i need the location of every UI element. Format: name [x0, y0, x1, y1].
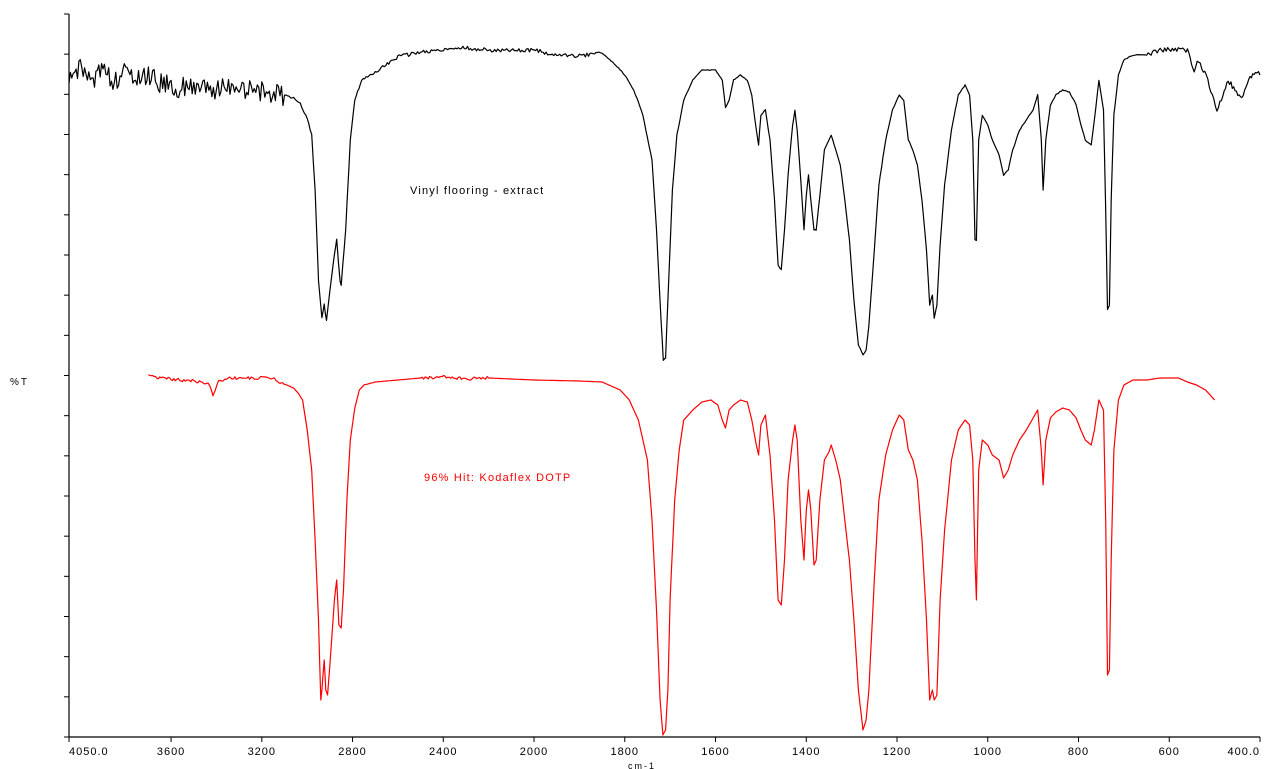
x-tick-label: 600 — [1159, 746, 1180, 758]
x-tick-label: 1400 — [792, 746, 820, 758]
x-axis-tick-labels: 4050.0 3600 3200 2800 2400 2000 1800 1600 1400 12… — [69, 746, 1260, 758]
x-axis-ticks — [68, 737, 1261, 742]
spectrum-series — [68, 45, 1261, 736]
x-tick-label: 1600 — [701, 746, 729, 758]
x-axis-label: cm-1 — [628, 761, 656, 769]
x-tick-label: 1800 — [611, 746, 639, 758]
chart-axes — [68, 14, 1260, 738]
x-tick-label: 1200 — [883, 746, 911, 758]
x-tick-label: 400.0 — [1227, 746, 1260, 758]
x-tick-label: 1000 — [974, 746, 1002, 758]
x-tick-label: 4050.0 — [69, 746, 109, 758]
x-tick-label: 800 — [1068, 746, 1089, 758]
x-tick-label: 3200 — [248, 746, 276, 758]
x-tick-label: 2000 — [520, 746, 548, 758]
sample-spectrum-label: Vinyl flooring - extract — [410, 185, 544, 197]
x-tick-label: 2800 — [338, 746, 366, 758]
x-tick-label: 3600 — [157, 746, 185, 758]
sample-spectrum-line — [68, 45, 1261, 361]
library-hit-spectrum-line — [148, 374, 1216, 736]
x-tick-label: 2400 — [429, 746, 457, 758]
y-axis-ticks — [64, 13, 69, 738]
library-hit-label: 96% Hit: Kodaflex DOTP — [424, 472, 571, 484]
y-axis-label: %T — [10, 377, 29, 388]
